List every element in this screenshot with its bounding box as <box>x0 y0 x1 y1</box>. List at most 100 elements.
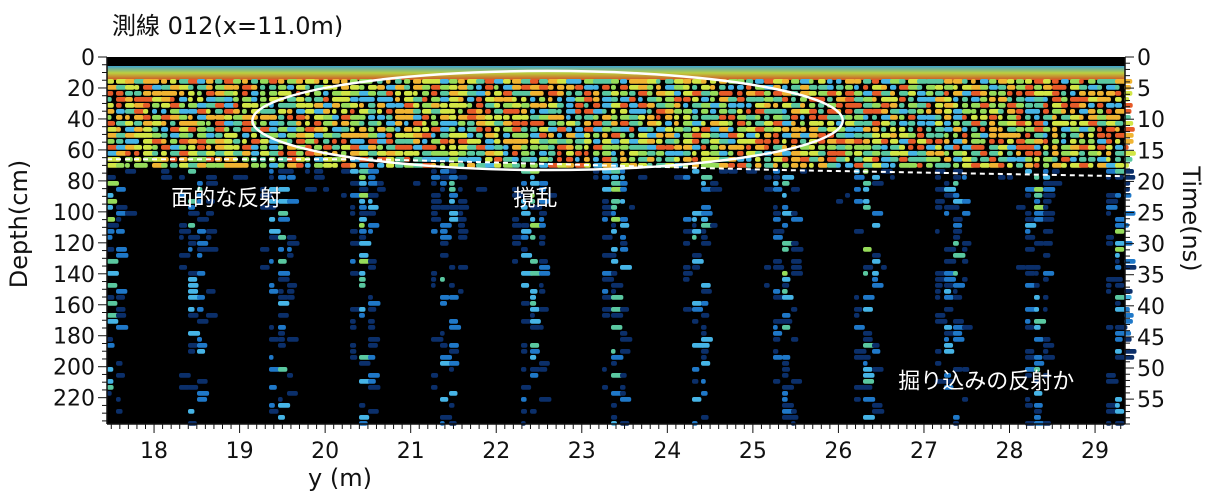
heatmap-cell <box>1061 121 1070 126</box>
heatmap-cell <box>908 145 914 150</box>
heatmap-cell <box>539 283 544 288</box>
heatmap-cell <box>188 331 201 336</box>
reflection-dashed-line <box>107 158 1126 178</box>
heatmap-cell <box>449 115 457 120</box>
heatmap-cell <box>800 127 807 132</box>
heatmap-cell <box>1043 187 1056 192</box>
heatmap-cell <box>494 133 499 138</box>
heatmap-cell <box>107 379 114 384</box>
heatmap-cell <box>161 169 170 174</box>
heatmap-cell <box>188 115 193 120</box>
heatmap-cell <box>566 91 572 96</box>
heatmap-cell <box>530 343 540 348</box>
heatmap-cell <box>1124 127 1135 132</box>
heatmap-cell <box>539 139 550 144</box>
heatmap-cell <box>620 97 631 102</box>
heatmap-cell <box>359 355 371 360</box>
heatmap-cell <box>935 139 943 144</box>
heatmap-cell <box>719 169 729 174</box>
heatmap-cell <box>485 157 493 162</box>
heatmap-cell <box>881 127 887 132</box>
heatmap-cell <box>926 91 934 96</box>
heatmap-cell <box>386 103 396 108</box>
heatmap-cell <box>971 121 984 126</box>
heatmap-cell <box>1043 343 1055 348</box>
heatmap-cell <box>638 91 649 96</box>
x-tick-label: 19 <box>226 439 254 464</box>
heatmap-cell <box>854 397 861 402</box>
heatmap-cell <box>206 181 219 186</box>
heatmap-cell <box>944 373 952 378</box>
heatmap-cell <box>440 253 449 258</box>
heatmap-cell <box>746 79 754 84</box>
heatmap-cell <box>863 247 872 252</box>
heatmap-cell <box>1124 121 1134 126</box>
heatmap-cell <box>485 91 491 96</box>
heatmap-cell <box>872 109 883 114</box>
heatmap-cell <box>206 127 215 132</box>
heatmap-cell <box>773 265 785 270</box>
heatmap-cell <box>791 157 801 162</box>
heatmap-cell <box>197 397 208 402</box>
heatmap-cell <box>962 325 973 330</box>
heatmap-cell <box>791 241 799 246</box>
heatmap-cell <box>179 133 190 138</box>
heatmap-cell <box>557 97 563 102</box>
heatmap-cell <box>1043 121 1049 126</box>
heatmap-cell <box>773 289 781 294</box>
heatmap-cell <box>809 157 820 162</box>
heatmap-cell <box>665 85 677 90</box>
heatmap-cell <box>575 115 582 120</box>
heatmap-cell <box>143 133 154 138</box>
heatmap-cell <box>359 229 367 234</box>
heatmap-cell <box>143 163 148 168</box>
heatmap-cell <box>359 217 367 222</box>
heatmap-cell <box>188 169 197 174</box>
heatmap-cell <box>737 127 748 132</box>
heatmap-cell <box>764 115 770 120</box>
heatmap-cell <box>989 85 998 90</box>
heatmap-cell <box>278 127 290 132</box>
heatmap-cell <box>305 187 317 192</box>
heatmap-cell <box>683 103 689 108</box>
heatmap-cell <box>917 127 923 132</box>
heatmap-cell <box>602 271 613 276</box>
heatmap-cell <box>359 223 365 228</box>
heatmap-cell <box>683 277 690 282</box>
heatmap-cell <box>449 97 461 102</box>
heatmap-cell <box>197 217 210 222</box>
heatmap-cell <box>161 85 173 90</box>
heatmap-cell <box>872 409 885 414</box>
heatmap-cell <box>674 157 680 162</box>
heatmap-cell <box>233 79 241 84</box>
heatmap-cell <box>773 235 783 240</box>
heatmap-cell <box>332 145 340 150</box>
heatmap-cell <box>539 145 549 150</box>
heatmap-cell <box>368 91 377 96</box>
heatmap-cell <box>341 121 350 126</box>
heatmap-cell <box>782 85 788 90</box>
heatmap-cell <box>233 127 241 132</box>
heatmap-cell <box>521 211 531 216</box>
heatmap-cell <box>530 127 538 132</box>
heatmap-cell <box>170 79 177 84</box>
heatmap-cell <box>1034 367 1041 372</box>
heatmap-cell <box>701 151 710 156</box>
heatmap-cell <box>512 193 524 198</box>
heatmap-cell <box>233 175 245 180</box>
heatmap-cell <box>566 121 577 126</box>
heatmap-cell <box>431 283 436 288</box>
heatmap-cell <box>1115 403 1120 408</box>
heatmap-cell <box>728 109 737 114</box>
heatmap-cell <box>521 127 528 132</box>
heatmap-cell <box>881 145 888 150</box>
heatmap-cell <box>431 199 442 204</box>
heatmap-cell <box>809 109 818 114</box>
heatmap-cell <box>1043 295 1049 300</box>
heatmap-cell <box>188 127 197 132</box>
heatmap-cell <box>809 133 818 138</box>
heatmap-cell <box>701 109 709 114</box>
heatmap-cell <box>827 85 834 90</box>
heatmap-cell <box>494 139 501 144</box>
heatmap-cell <box>1115 217 1126 222</box>
